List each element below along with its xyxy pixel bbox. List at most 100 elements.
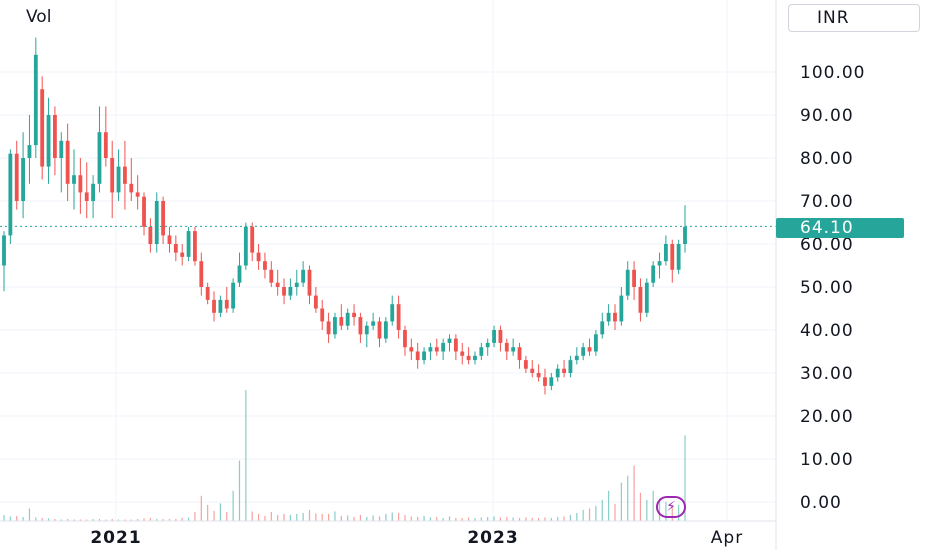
candle-body	[415, 351, 420, 361]
candle-body	[352, 312, 356, 318]
candle-body	[396, 304, 401, 330]
volume-bar	[67, 518, 69, 521]
candle-body	[65, 140, 70, 184]
last-price-label: 64.10	[776, 218, 904, 238]
candle-body	[288, 287, 293, 296]
candle-body	[123, 166, 127, 184]
volume-bar	[544, 517, 546, 521]
volume-bar	[468, 517, 470, 521]
volume-bar	[238, 460, 241, 521]
volume-bar	[608, 490, 610, 521]
volume-bar	[512, 517, 514, 521]
candle-body	[593, 334, 598, 352]
volume-bar	[588, 508, 591, 521]
price-axis[interactable]: 100.00 90.00 80.00 70.00 60.00 50.00 40.00 30.0…	[800, 63, 865, 513]
volume-bar	[423, 515, 425, 521]
lightning-bolt-icon[interactable]: ⚡	[656, 496, 686, 518]
volume-bar	[308, 509, 311, 521]
candle-body	[574, 355, 579, 361]
volume-bar	[671, 506, 673, 521]
candle-body	[116, 166, 121, 193]
volume-bar	[620, 482, 622, 521]
candle-body	[453, 338, 458, 352]
candle-body	[390, 304, 395, 322]
candle-body	[46, 115, 51, 167]
candle-body	[173, 244, 178, 253]
y-tick-label: 60.00	[800, 235, 854, 255]
candle-body	[466, 355, 471, 361]
candle-body	[8, 153, 13, 236]
volume-bar	[207, 504, 209, 521]
y-tick-label: 100.00	[800, 63, 865, 83]
candle-body	[562, 368, 566, 373]
candle-body	[383, 321, 388, 339]
candle-body	[485, 342, 490, 348]
volume-bar	[448, 516, 451, 521]
candle-body	[555, 368, 560, 378]
candle-body	[142, 196, 146, 227]
candle-body	[511, 347, 516, 352]
candle-body	[21, 158, 26, 201]
candle-body	[307, 269, 312, 296]
candle-body	[638, 287, 643, 313]
volume-bars	[3, 390, 686, 521]
volume-bar	[378, 516, 381, 521]
volume-bar	[200, 495, 202, 521]
candle-body	[135, 192, 140, 197]
candle-body	[530, 368, 535, 373]
candle-body	[676, 244, 681, 270]
volume-bar	[187, 517, 190, 521]
volume-bar	[417, 516, 419, 521]
candle-body	[199, 261, 204, 287]
candle-body	[193, 231, 197, 262]
volume-bar	[3, 514, 5, 521]
candle-body	[282, 287, 286, 296]
volume-bar	[538, 517, 540, 521]
volume-bar	[429, 517, 432, 521]
candle-body	[606, 312, 611, 322]
candle-body	[651, 265, 656, 283]
volume-bar	[480, 517, 482, 521]
candle-body	[27, 145, 32, 158]
candle-body	[473, 355, 477, 361]
candle-body	[72, 175, 76, 184]
y-tick-label: 50.00	[800, 278, 854, 298]
candle-body	[670, 244, 675, 270]
volume-bar	[168, 518, 171, 521]
candle-body	[568, 360, 573, 373]
volume-bar	[105, 519, 107, 521]
volume-bar	[175, 518, 177, 521]
y-tick-label: 90.00	[800, 106, 854, 126]
volume-bar	[601, 499, 603, 521]
candle-body	[581, 347, 586, 356]
time-axis[interactable]: 2021 2023 Apr	[90, 528, 743, 548]
volume-bar	[92, 518, 94, 521]
candle-body	[549, 377, 554, 386]
candle-body	[205, 287, 210, 300]
candle-body	[403, 330, 407, 348]
volume-bar	[47, 518, 50, 521]
volume-bar	[111, 518, 113, 521]
volume-bar	[16, 515, 18, 521]
candle-body	[371, 321, 376, 326]
volume-bar	[289, 514, 292, 521]
volume-bar	[410, 516, 412, 521]
candle-body	[536, 373, 541, 378]
candle-body	[447, 338, 452, 343]
volume-bar	[684, 435, 686, 521]
currency-button[interactable]: INR	[788, 4, 920, 32]
x-tick-label: 2023	[467, 528, 518, 548]
volume-bar	[41, 517, 43, 521]
candle-body	[161, 201, 166, 236]
volume-bar	[652, 490, 654, 521]
volume-bar	[576, 512, 578, 521]
volume-bar	[117, 519, 120, 521]
volume-bar	[436, 516, 438, 521]
x-tick-label: Apr	[711, 528, 743, 548]
volume-bar	[327, 513, 330, 521]
volume-bar	[143, 518, 145, 521]
candle-body	[377, 321, 382, 339]
y-tick-label: 70.00	[800, 192, 854, 212]
candle-body	[250, 226, 255, 253]
